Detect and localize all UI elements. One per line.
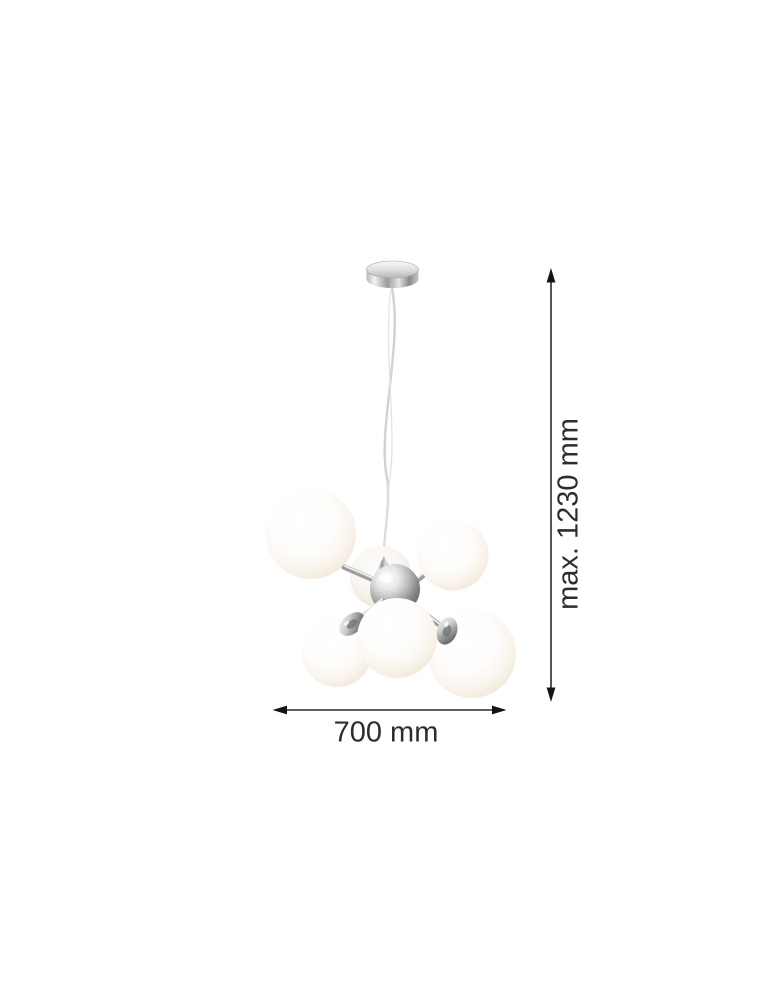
cable-strand-thin [383, 287, 393, 561]
height-dimension-arrow [546, 268, 556, 702]
arrowhead-up-icon [546, 268, 556, 283]
arrowhead-down-icon [546, 687, 556, 702]
canopy-top [366, 260, 419, 279]
arm-left [341, 564, 377, 583]
cable-strand-thick [382, 287, 396, 562]
bracket-right-glint [444, 621, 449, 628]
arrowhead-left-icon [272, 705, 287, 715]
glass-globe-bottom-left [302, 617, 372, 687]
suspension-cable [382, 287, 396, 562]
ceiling-canopy [366, 260, 419, 288]
arm-left-highlight [344, 565, 374, 579]
hub-highlight [379, 573, 393, 583]
bracket-left-center [346, 619, 358, 629]
glass-globe-front [357, 598, 437, 678]
width-dimension-arrow [272, 705, 507, 715]
glass-globe-top-left [266, 489, 356, 579]
bracket-right-center [442, 625, 452, 637]
arrowhead-right-icon [492, 705, 507, 715]
height-dimension-label: max. 1230 mm [552, 418, 585, 610]
bracket-left-glint [343, 621, 349, 626]
canopy-cable-grip [391, 283, 394, 288]
globe-bracket-right [436, 617, 458, 645]
width-dimension-label: 700 mm [333, 716, 439, 749]
glass-globe-top-right [417, 519, 489, 591]
